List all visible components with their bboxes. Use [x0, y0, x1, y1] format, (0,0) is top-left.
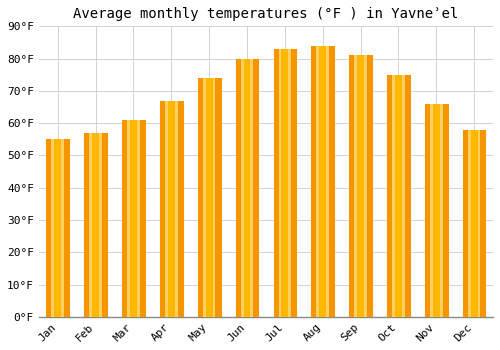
Bar [236, 58, 258, 317]
Bar [244, 58, 250, 317]
Bar [282, 49, 288, 317]
Bar [395, 75, 402, 317]
Bar [278, 49, 291, 317]
Bar [433, 104, 440, 317]
Bar [52, 139, 64, 317]
Bar [392, 75, 404, 317]
Bar [241, 58, 253, 317]
Bar [316, 46, 329, 317]
Bar [349, 55, 372, 317]
Bar [165, 100, 177, 317]
Bar [198, 78, 220, 317]
Bar [122, 120, 145, 317]
Bar [130, 120, 137, 317]
Bar [92, 133, 99, 317]
Bar [463, 130, 485, 317]
Bar [387, 75, 410, 317]
Bar [320, 46, 326, 317]
Bar [312, 46, 334, 317]
Bar [46, 139, 69, 317]
Bar [127, 120, 140, 317]
Bar [430, 104, 442, 317]
Bar [203, 78, 215, 317]
Bar [90, 133, 102, 317]
Bar [274, 49, 296, 317]
Bar [357, 55, 364, 317]
Bar [425, 104, 448, 317]
Bar [168, 100, 174, 317]
Bar [206, 78, 212, 317]
Bar [84, 133, 107, 317]
Title: Average monthly temperatures (°F ) in Yavneʾel: Average monthly temperatures (°F ) in Ya… [74, 7, 458, 21]
Bar [468, 130, 480, 317]
Bar [470, 130, 478, 317]
Bar [354, 55, 367, 317]
Bar [160, 100, 182, 317]
Bar [54, 139, 61, 317]
